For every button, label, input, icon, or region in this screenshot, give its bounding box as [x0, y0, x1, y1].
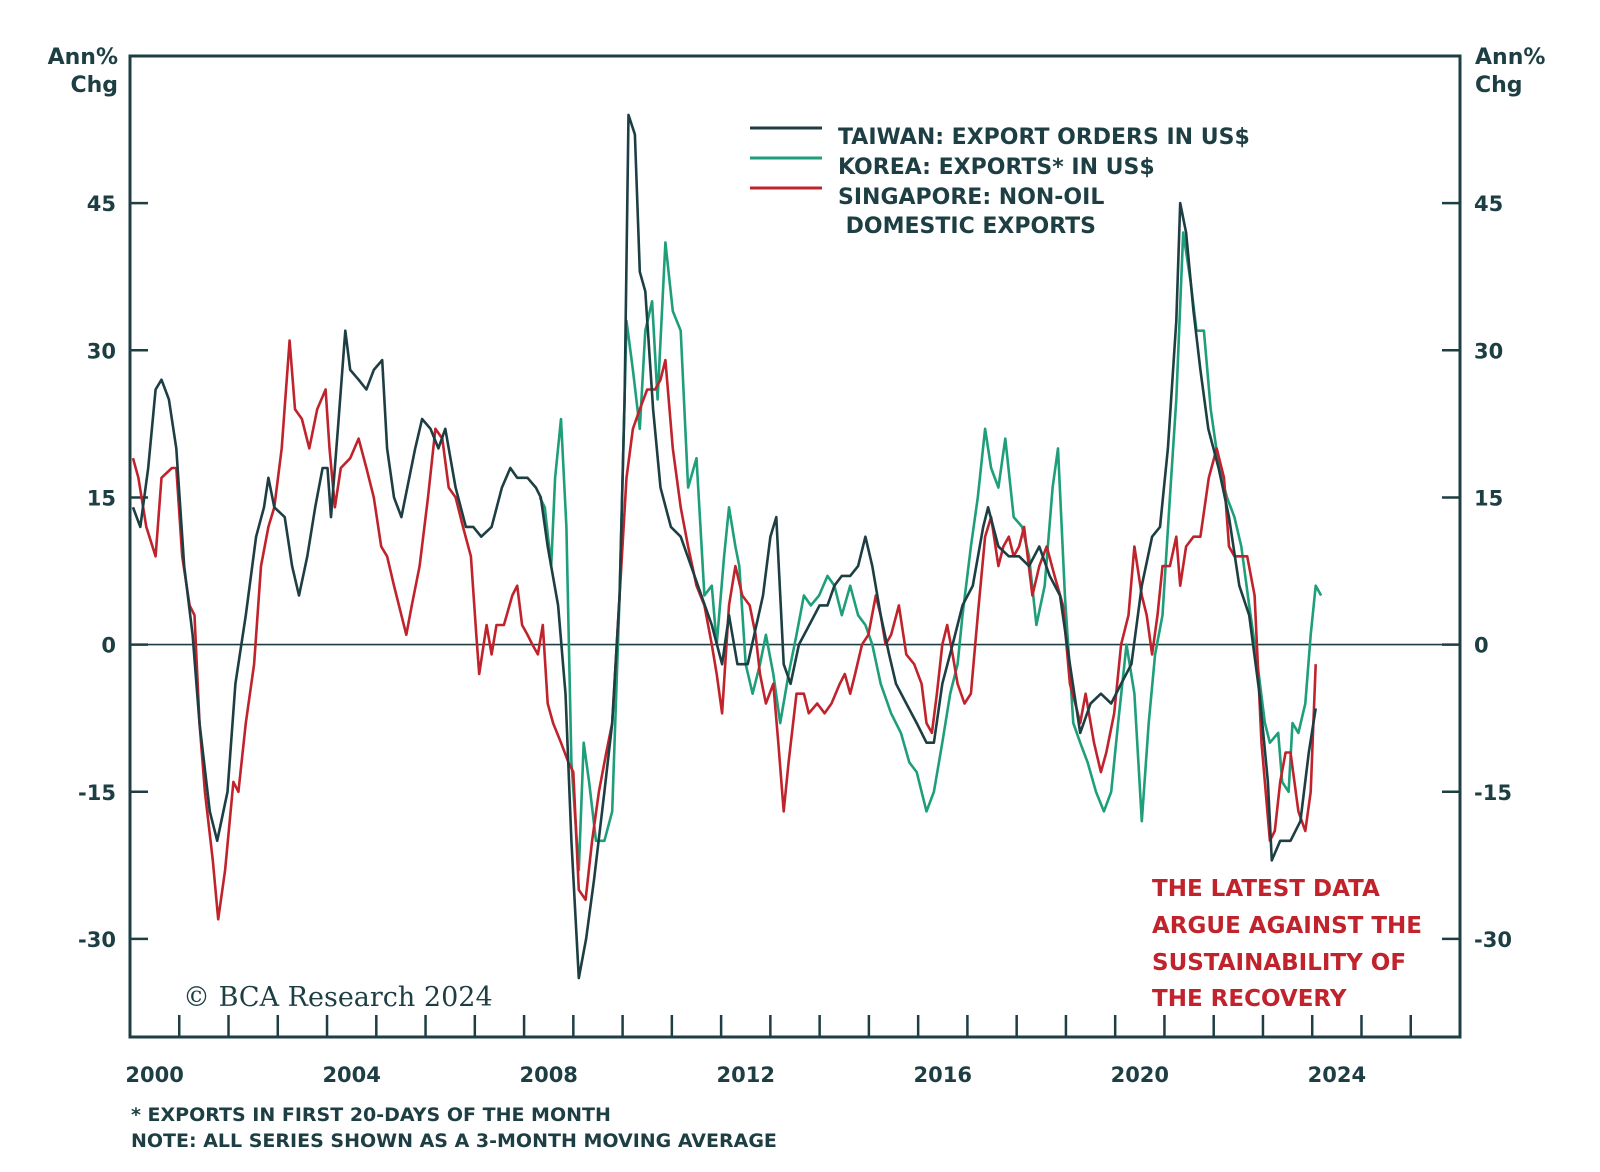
annotation-line1: THE LATEST DATA — [1152, 876, 1380, 902]
series-line-taiwan — [131, 113, 1317, 980]
left-axis-unit-line2: Chg — [70, 73, 118, 98]
annotation-line2: ARGUE AGAINST THE — [1152, 913, 1422, 939]
y-tick-label-right: 15 — [1474, 486, 1503, 510]
series-lines — [131, 113, 1323, 980]
x-tick-label: 2008 — [519, 1063, 577, 1087]
x-tick-label: 2024 — [1308, 1063, 1366, 1087]
legend-label-taiwan: TAIWAN: EXPORT ORDERS IN US$ — [838, 125, 1250, 150]
legend-label-singapore-line1: SINGAPORE: NON-OIL — [838, 185, 1104, 210]
y-tick-label-left: 30 — [87, 339, 116, 363]
y-axis: -30 -30 -15 -15 0 0 15 15 30 30 45 45 — [78, 192, 1512, 952]
y-tick-label-right: 30 — [1474, 339, 1503, 363]
y-tick-label-left: -30 — [78, 928, 116, 952]
plot-border — [128, 54, 1462, 1039]
x-tick-label: 2012 — [717, 1063, 775, 1087]
annotation-line4: THE RECOVERY — [1152, 986, 1347, 1012]
y-tick-label-left: 15 — [87, 486, 116, 510]
y-tick-label-right: -15 — [1474, 781, 1512, 805]
left-axis-unit-line1: Ann% — [48, 45, 118, 70]
right-axis-unit-line1: Ann% — [1475, 45, 1545, 70]
series-line-korea — [538, 231, 1323, 872]
legend-label-singapore-line2: DOMESTIC EXPORTS — [838, 214, 1096, 239]
x-tick-label: 2020 — [1111, 1063, 1169, 1087]
legend-label-korea: KOREA: EXPORTS* IN US$ — [838, 155, 1155, 180]
y-tick-label-left: -15 — [78, 781, 116, 805]
x-axis: 2000 2004 2008 2012 2016 2020 2024 — [125, 1015, 1412, 1087]
annotation: THE LATEST DATA ARGUE AGAINST THE SUSTAI… — [1152, 876, 1422, 1012]
y-tick-label-left: 45 — [87, 192, 116, 216]
y-tick-label-right: 45 — [1474, 192, 1503, 216]
y-tick-label-left: 0 — [101, 634, 116, 658]
legend: TAIWAN: EXPORT ORDERS IN US$ KOREA: EXPO… — [750, 125, 1250, 239]
series-line-singapore — [131, 339, 1317, 921]
footnote-moving-average: NOTE: ALL SERIES SHOWN AS A 3-MONTH MOVI… — [131, 1130, 777, 1152]
x-tick-label: 2004 — [322, 1063, 380, 1087]
annotation-line3: SUSTAINABILITY OF — [1152, 950, 1406, 976]
footnote-asterisk: * EXPORTS IN FIRST 20-DAYS OF THE MONTH — [131, 1104, 611, 1126]
right-axis-unit-line2: Chg — [1475, 73, 1523, 98]
y-tick-label-right: 0 — [1474, 634, 1489, 658]
copyright: © BCA Research 2024 — [183, 982, 493, 1013]
y-tick-label-right: -30 — [1474, 928, 1512, 952]
x-tick-label: 2016 — [914, 1063, 972, 1087]
x-tick-label: 2000 — [125, 1063, 183, 1087]
